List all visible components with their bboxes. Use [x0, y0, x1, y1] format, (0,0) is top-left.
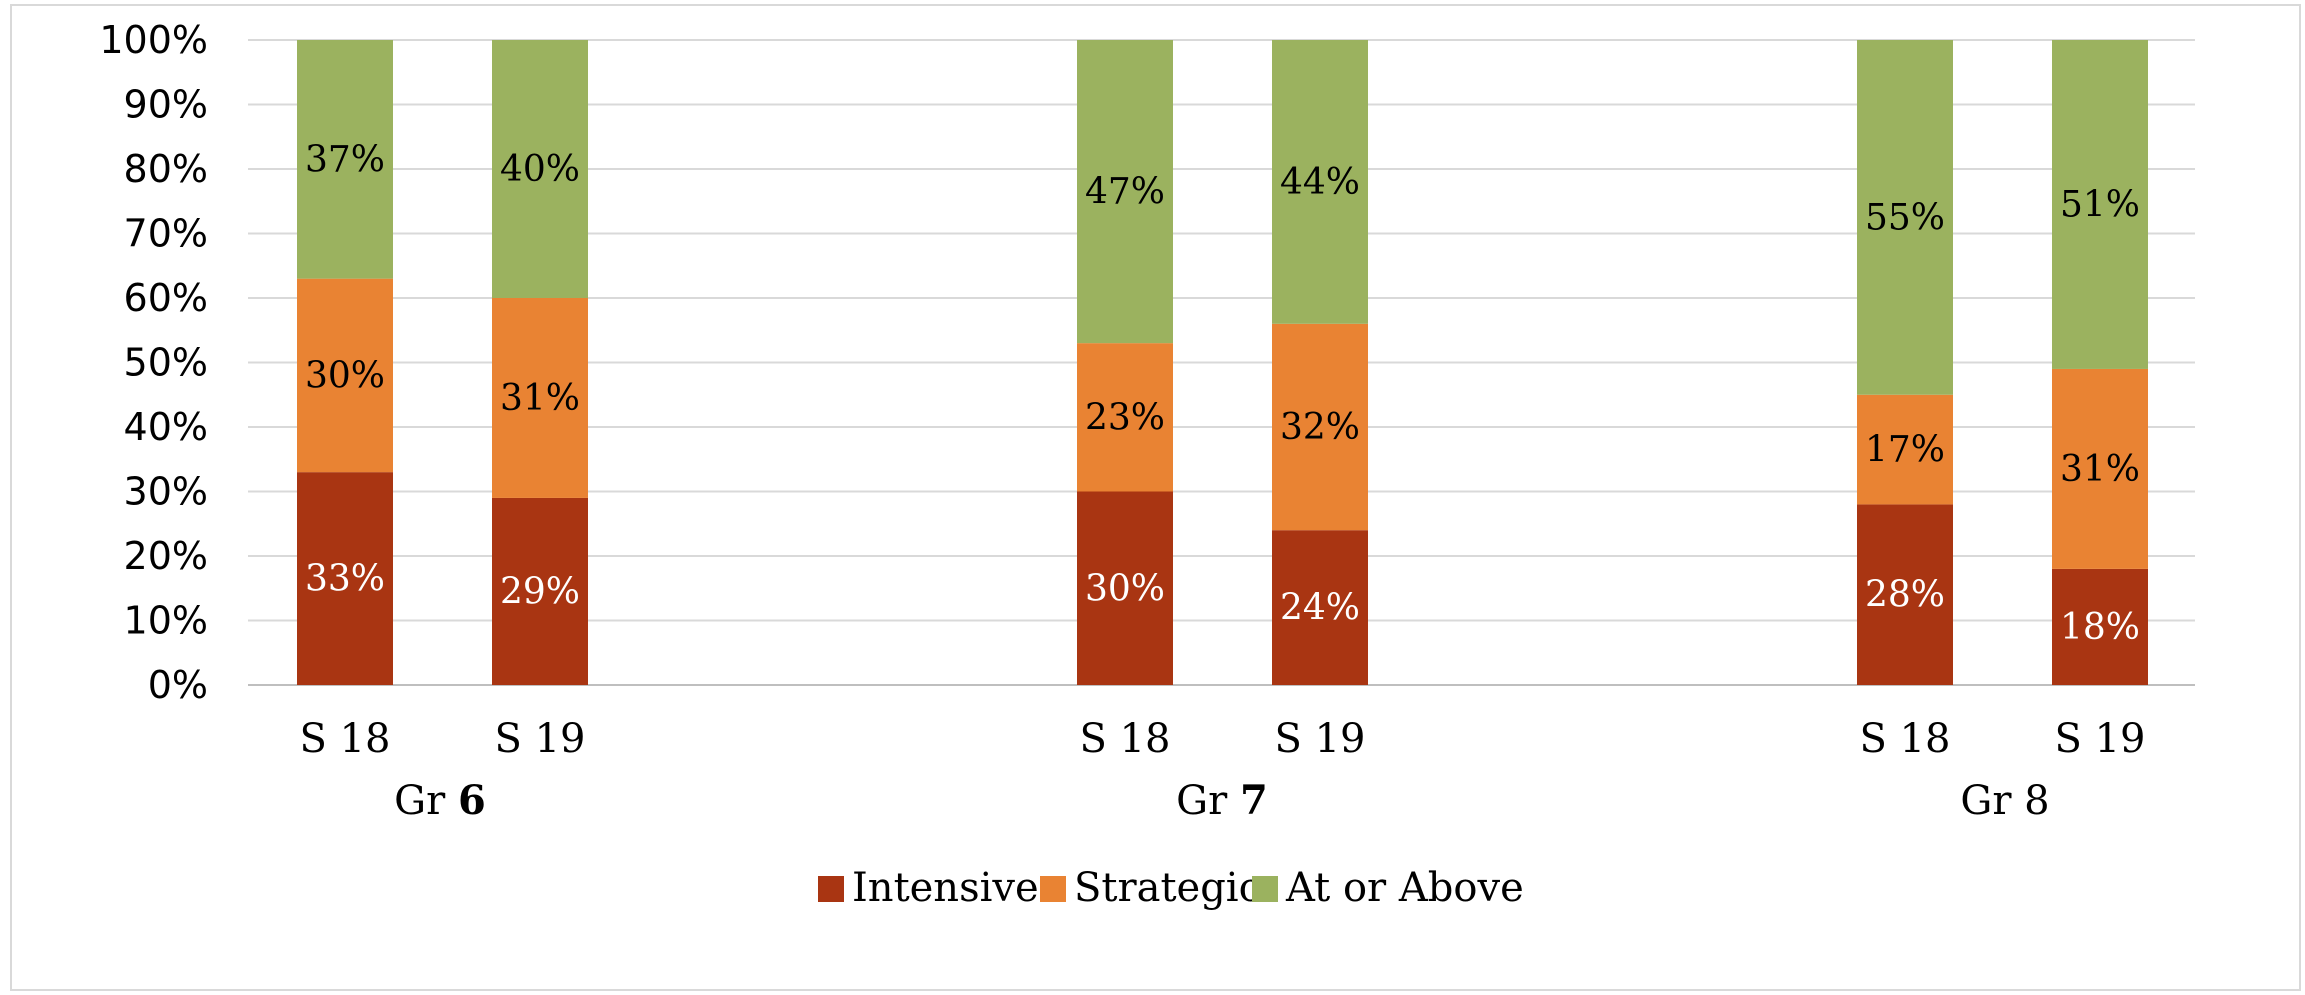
x-group-label: Gr 7	[1176, 777, 1268, 824]
group-label-prefix: Gr	[394, 778, 458, 824]
bar-segment-intensive	[1077, 491, 1173, 685]
y-tick-label: 80%	[124, 147, 208, 191]
x-group-label: Gr 8	[1960, 778, 2049, 824]
group-label-number: 8	[2024, 778, 2049, 824]
group-label-number: 6	[458, 777, 486, 824]
bar-segment-at-or-above	[1272, 40, 1368, 324]
bar-segment-at-or-above	[1857, 40, 1953, 395]
y-tick-label: 70%	[124, 212, 208, 256]
data-label: 40%	[500, 149, 580, 190]
data-label: 23%	[1085, 397, 1165, 438]
y-tick-label: 50%	[124, 341, 208, 385]
bar-segment-strategic	[2052, 368, 2148, 569]
bar-segment-strategic	[1857, 394, 1953, 505]
y-tick-label: 10%	[124, 599, 208, 643]
data-label: 28%	[1865, 575, 1945, 616]
bar-segment-at-or-above	[492, 40, 588, 298]
x-category-label: S 19	[1274, 716, 1365, 762]
data-label: 33%	[305, 559, 385, 600]
group-label-prefix: Gr	[1176, 778, 1240, 824]
y-tick-label: 100%	[99, 18, 208, 62]
x-category-label: S 18	[1859, 716, 1950, 762]
x-category-label: S 19	[494, 716, 585, 762]
bar-segment-strategic	[492, 298, 588, 498]
bar-segment-strategic	[1077, 343, 1173, 492]
y-tick-label: 0%	[148, 663, 208, 707]
data-label: 37%	[305, 139, 385, 180]
x-category-label: S 18	[1079, 716, 1170, 762]
bar-segment-intensive	[297, 472, 393, 685]
legend-swatch	[818, 876, 844, 902]
data-label: 29%	[500, 571, 580, 612]
bar-segment-intensive	[2052, 568, 2148, 685]
group-label-number: 7	[1240, 777, 1268, 824]
bar-segment-intensive	[1857, 504, 1953, 685]
legend-label: At or Above	[1285, 865, 1524, 911]
bar-segment-at-or-above	[2052, 40, 2148, 369]
y-tick-label: 30%	[124, 470, 208, 514]
bar-segment-at-or-above	[1077, 40, 1173, 344]
data-label: 24%	[1280, 588, 1360, 629]
bar-segment-intensive	[492, 497, 588, 685]
data-label: 17%	[1865, 430, 1945, 471]
y-tick-label: 60%	[124, 276, 208, 320]
data-label: 18%	[2060, 607, 2140, 648]
x-group-label: Gr 6	[394, 777, 486, 824]
legend-label: Strategic	[1074, 865, 1261, 911]
y-tick-label: 90%	[124, 83, 208, 127]
x-category-label: S 18	[299, 716, 390, 762]
data-label: 47%	[1085, 172, 1165, 213]
bar-segment-strategic	[1272, 323, 1368, 531]
bar-segment-at-or-above	[297, 40, 393, 279]
data-label: 44%	[1280, 162, 1360, 203]
y-tick-label: 20%	[124, 534, 208, 578]
y-tick-label: 40%	[124, 405, 208, 449]
bar-segment-strategic	[297, 278, 393, 473]
legend-label: Intensive	[852, 865, 1039, 911]
data-label: 32%	[1280, 407, 1360, 448]
data-label: 31%	[500, 378, 580, 419]
legend-swatch	[1252, 876, 1278, 902]
data-label: 30%	[1085, 568, 1165, 609]
x-category-label: S 19	[2054, 716, 2145, 762]
legend-swatch	[1040, 876, 1066, 902]
data-label: 31%	[2060, 449, 2140, 490]
data-label: 30%	[305, 355, 385, 396]
group-label-prefix: Gr	[1960, 778, 2024, 824]
bar-segment-intensive	[1272, 530, 1368, 685]
data-label: 55%	[1865, 197, 1945, 238]
data-label: 51%	[2060, 184, 2140, 225]
